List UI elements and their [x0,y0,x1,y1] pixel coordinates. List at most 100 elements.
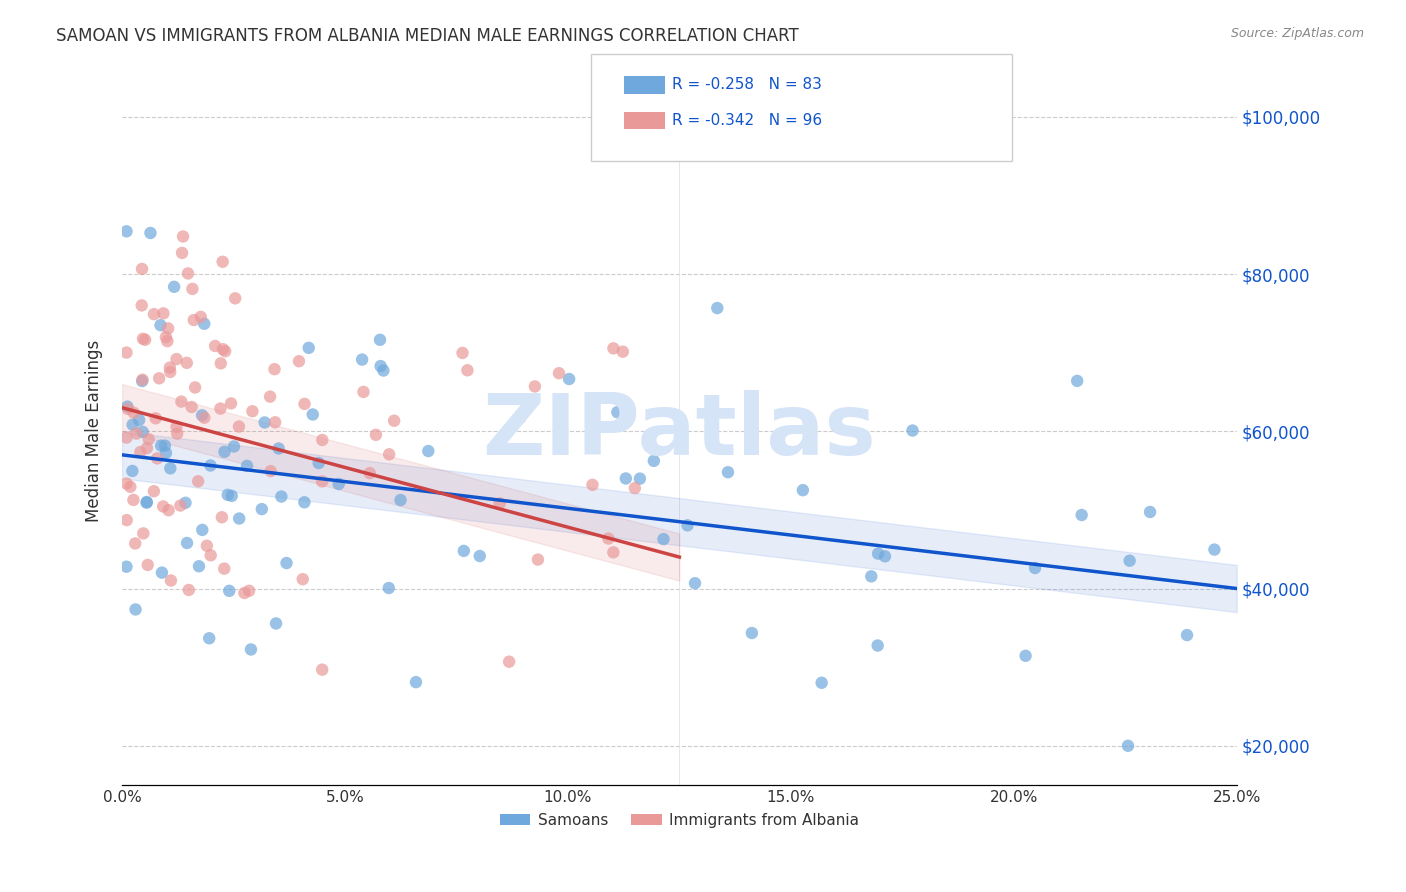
Point [188,559,211,574]
Text: ZIPatlas: ZIPatlas [482,390,876,473]
Point [145,411,167,425]
Point [378,581,401,595]
Point [866,639,889,653]
Point [166,426,188,441]
Point [267,442,290,456]
Point [523,379,546,393]
Point [150,566,173,580]
Point [117,400,139,414]
Point [498,655,520,669]
Point [135,441,157,455]
Point [311,433,333,447]
Point [190,310,212,324]
Point [353,384,375,399]
Point [115,513,138,527]
Point [195,539,218,553]
Point [131,425,153,439]
Point [238,583,260,598]
Point [359,466,381,480]
Point [135,495,157,509]
Point [624,481,647,495]
Point [193,410,215,425]
Point [128,413,150,427]
Point [1139,505,1161,519]
Point [157,321,180,335]
Point [143,307,166,321]
Point [149,318,172,333]
Point [1066,374,1088,388]
Point [683,576,706,591]
Point [548,366,571,380]
Point [131,373,153,387]
Text: R = -0.342   N = 96: R = -0.342 N = 96 [672,113,823,128]
Point [180,400,202,414]
Point [706,301,728,315]
Text: SAMOAN VS IMMIGRANTS FROM ALBANIA MEDIAN MALE EARNINGS CORRELATION CHART: SAMOAN VS IMMIGRANTS FROM ALBANIA MEDIAN… [56,27,799,45]
Point [294,397,316,411]
Point [221,489,243,503]
Point [614,471,637,485]
Point [214,445,236,459]
Point [264,415,287,429]
Point [159,360,181,375]
Point [270,490,292,504]
Point [187,475,209,489]
Point [139,226,162,240]
Point [155,330,177,344]
Point [121,464,143,478]
Point [122,492,145,507]
Text: Source: ZipAtlas.com: Source: ZipAtlas.com [1230,27,1364,40]
Point [236,458,259,473]
Point [242,404,264,418]
Point [405,675,427,690]
Point [1204,542,1226,557]
Point [606,405,628,419]
Point [177,582,200,597]
Point [159,365,181,379]
Point [382,414,405,428]
Point [124,602,146,616]
Point [138,432,160,446]
Point [1116,739,1139,753]
Point [191,409,214,423]
Point [131,298,153,312]
Point [121,417,143,432]
Point [652,532,675,546]
Point [117,401,139,416]
Text: R = -0.258   N = 83: R = -0.258 N = 83 [672,78,823,92]
Point [183,313,205,327]
Point [170,246,193,260]
Point [368,333,391,347]
Point [156,334,179,348]
Point [218,583,240,598]
Point [212,561,235,575]
Point [181,282,204,296]
Point [292,495,315,509]
Point [125,426,148,441]
Point [288,354,311,368]
Point [193,317,215,331]
Point [901,424,924,438]
Point [239,642,262,657]
Point [198,632,221,646]
Point [159,461,181,475]
Point [146,451,169,466]
Point [291,572,314,586]
Point [378,447,401,461]
Point [222,440,245,454]
Point [558,372,581,386]
Point [373,363,395,377]
Point [602,342,624,356]
Point [451,346,474,360]
Point [873,549,896,564]
Point [643,454,665,468]
Point [136,558,159,572]
Point [152,500,174,514]
Point [212,343,235,357]
Point [1014,648,1036,663]
Point [131,374,153,388]
Point [1024,561,1046,575]
Point [301,408,323,422]
Point [200,458,222,473]
Point [209,401,232,416]
